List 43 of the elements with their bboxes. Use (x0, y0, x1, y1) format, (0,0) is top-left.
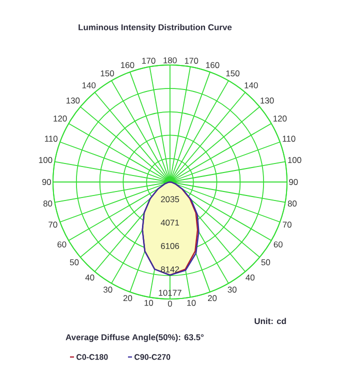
spoke-label: 70 (282, 222, 292, 228)
spoke-label: 110 (44, 136, 58, 142)
text: Average Diffuse Angle(50%): 63.5° (66, 334, 204, 342)
spoke-label: 90 (42, 179, 51, 185)
spoke-label: 90 (289, 179, 298, 185)
spoke-label: 60 (58, 241, 66, 248)
spoke-label: 170 (184, 58, 198, 64)
spoke-label: 30 (228, 286, 237, 293)
spoke-label: 130 (66, 98, 80, 104)
spoke-label: 50 (261, 259, 270, 266)
spoke-label: 80 (288, 200, 297, 207)
spoke-label: 130 (260, 98, 274, 104)
spoke-label: 120 (274, 116, 287, 122)
chart-title: Luminous Intensity Distribution Curve (78, 24, 232, 32)
spoke-label: 150 (226, 70, 240, 76)
spoke-label: 70 (48, 222, 58, 228)
spoke-label: 10 (187, 300, 196, 306)
spoke-label: 50 (70, 259, 79, 266)
spoke-label: 150 (100, 70, 114, 76)
spoke-label: 160 (206, 62, 220, 68)
spoke-label: 80 (43, 200, 52, 207)
spoke-label: 10 (144, 300, 154, 306)
spoke-label: 40 (246, 274, 255, 281)
spoke-label: 100 (39, 157, 52, 164)
spoke-label: 60 (274, 241, 283, 248)
spoke-label: 120 (54, 116, 67, 122)
spoke-label: 30 (103, 286, 112, 293)
y-tick-label: 6106 (161, 243, 180, 250)
y-tick-label: 8142 (160, 266, 179, 272)
spoke-label: 140 (82, 82, 96, 88)
spoke-label: 20 (208, 295, 217, 302)
y-tick-label: 4071 (160, 220, 180, 226)
spoke-label: 180 (164, 57, 177, 64)
spoke-label: 170 (142, 58, 156, 64)
y-tick-label: 2035 (161, 196, 180, 202)
spoke-label: 160 (121, 62, 134, 68)
spoke-label: 0 (168, 300, 172, 307)
spoke-label: 100 (288, 157, 302, 164)
spoke-label: 20 (123, 295, 132, 302)
spoke-label: 40 (85, 274, 94, 281)
text: Unit: cd (254, 318, 286, 324)
spoke-label: 110 (282, 136, 296, 142)
spoke-label: 140 (244, 82, 258, 88)
